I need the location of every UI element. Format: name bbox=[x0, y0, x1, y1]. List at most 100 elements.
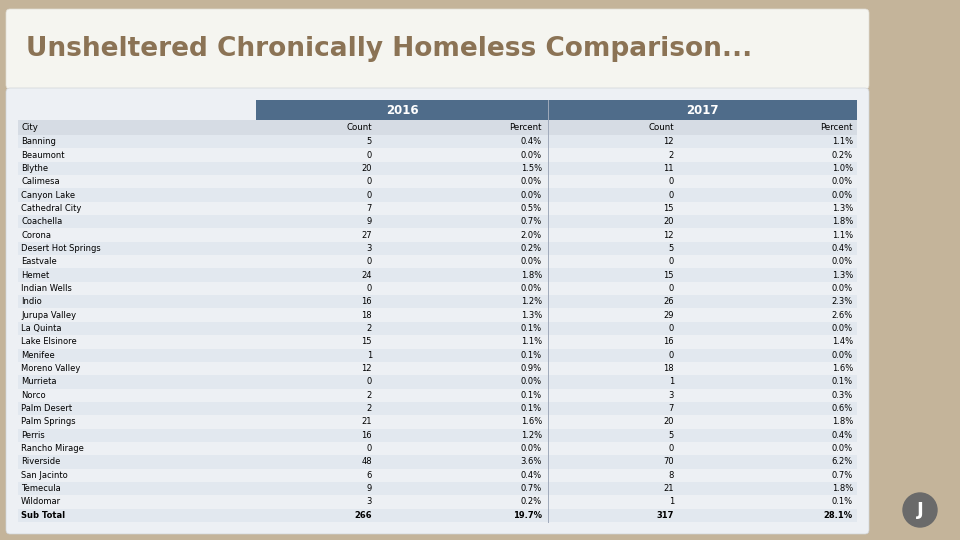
Bar bbox=[18, 255, 857, 268]
Bar bbox=[18, 482, 857, 495]
Text: 2: 2 bbox=[367, 324, 372, 333]
Text: Banning: Banning bbox=[21, 137, 56, 146]
Text: Desert Hot Springs: Desert Hot Springs bbox=[21, 244, 101, 253]
Text: 0: 0 bbox=[367, 257, 372, 266]
Text: 0.0%: 0.0% bbox=[832, 444, 853, 453]
Bar bbox=[18, 295, 857, 308]
Text: Moreno Valley: Moreno Valley bbox=[21, 364, 81, 373]
Text: Count: Count bbox=[648, 123, 674, 132]
Text: 0.5%: 0.5% bbox=[521, 204, 542, 213]
Text: 1.4%: 1.4% bbox=[832, 338, 853, 346]
Text: Eastvale: Eastvale bbox=[21, 257, 57, 266]
Text: 0.0%: 0.0% bbox=[832, 257, 853, 266]
Text: 16: 16 bbox=[361, 298, 372, 306]
Text: Count: Count bbox=[347, 123, 372, 132]
Bar bbox=[18, 175, 857, 188]
Text: 0.1%: 0.1% bbox=[521, 404, 542, 413]
Text: 1.2%: 1.2% bbox=[521, 298, 542, 306]
Text: 0.1%: 0.1% bbox=[521, 324, 542, 333]
Text: Rancho Mirage: Rancho Mirage bbox=[21, 444, 84, 453]
Text: Indian Wells: Indian Wells bbox=[21, 284, 72, 293]
Text: 15: 15 bbox=[362, 338, 372, 346]
Text: Menifee: Menifee bbox=[21, 350, 55, 360]
Bar bbox=[18, 228, 857, 242]
Bar bbox=[18, 442, 857, 455]
Text: 3.6%: 3.6% bbox=[520, 457, 542, 467]
Text: 6.2%: 6.2% bbox=[831, 457, 853, 467]
Bar bbox=[18, 375, 857, 389]
Text: 18: 18 bbox=[663, 364, 674, 373]
Bar bbox=[548, 100, 857, 120]
Bar bbox=[18, 161, 857, 175]
Bar bbox=[256, 100, 548, 120]
Text: 317: 317 bbox=[657, 511, 674, 520]
Text: 1.8%: 1.8% bbox=[831, 217, 853, 226]
Text: 1.8%: 1.8% bbox=[831, 484, 853, 493]
Text: 1.3%: 1.3% bbox=[831, 204, 853, 213]
Text: 9: 9 bbox=[367, 484, 372, 493]
Text: 2.6%: 2.6% bbox=[831, 310, 853, 320]
Text: 0: 0 bbox=[669, 284, 674, 293]
Text: 1.6%: 1.6% bbox=[520, 417, 542, 427]
Text: 2016: 2016 bbox=[386, 104, 419, 117]
Text: San Jacinto: San Jacinto bbox=[21, 471, 68, 480]
Bar bbox=[18, 469, 857, 482]
Text: 0: 0 bbox=[367, 444, 372, 453]
Bar bbox=[18, 242, 857, 255]
Text: 0: 0 bbox=[669, 324, 674, 333]
Bar bbox=[18, 120, 857, 135]
Text: 1.3%: 1.3% bbox=[831, 271, 853, 280]
Text: 48: 48 bbox=[361, 457, 372, 467]
Text: Percent: Percent bbox=[510, 123, 542, 132]
Text: 1: 1 bbox=[669, 377, 674, 387]
Text: 0.0%: 0.0% bbox=[832, 284, 853, 293]
Text: 24: 24 bbox=[362, 271, 372, 280]
Bar bbox=[18, 335, 857, 348]
Text: 15: 15 bbox=[663, 204, 674, 213]
Text: 2.3%: 2.3% bbox=[831, 298, 853, 306]
Text: Percent: Percent bbox=[821, 123, 853, 132]
Text: 12: 12 bbox=[663, 231, 674, 240]
Text: J: J bbox=[917, 501, 924, 519]
Text: 2017: 2017 bbox=[686, 104, 719, 117]
Text: 0.0%: 0.0% bbox=[521, 151, 542, 159]
Bar bbox=[18, 509, 857, 522]
Text: 0.2%: 0.2% bbox=[832, 151, 853, 159]
Bar bbox=[18, 429, 857, 442]
Text: Beaumont: Beaumont bbox=[21, 151, 64, 159]
Text: 9: 9 bbox=[367, 217, 372, 226]
Text: 0.1%: 0.1% bbox=[521, 391, 542, 400]
Text: 70: 70 bbox=[663, 457, 674, 467]
Text: 0.1%: 0.1% bbox=[832, 497, 853, 507]
Text: 5: 5 bbox=[367, 137, 372, 146]
Text: Murrieta: Murrieta bbox=[21, 377, 57, 387]
Text: Palm Springs: Palm Springs bbox=[21, 417, 76, 427]
Text: 21: 21 bbox=[663, 484, 674, 493]
Text: 0: 0 bbox=[669, 350, 674, 360]
Text: 0: 0 bbox=[669, 444, 674, 453]
FancyBboxPatch shape bbox=[6, 88, 869, 534]
Text: 18: 18 bbox=[361, 310, 372, 320]
Text: Indio: Indio bbox=[21, 298, 41, 306]
Bar bbox=[18, 148, 857, 161]
Bar bbox=[18, 362, 857, 375]
Text: 16: 16 bbox=[663, 338, 674, 346]
Text: Hemet: Hemet bbox=[21, 271, 49, 280]
Text: 1: 1 bbox=[669, 497, 674, 507]
Text: 28.1%: 28.1% bbox=[824, 511, 853, 520]
Bar bbox=[18, 188, 857, 202]
Text: 21: 21 bbox=[362, 417, 372, 427]
Text: 0.4%: 0.4% bbox=[832, 244, 853, 253]
Text: La Quinta: La Quinta bbox=[21, 324, 61, 333]
Text: 27: 27 bbox=[361, 231, 372, 240]
Text: Lake Elsinore: Lake Elsinore bbox=[21, 338, 77, 346]
Text: 0.1%: 0.1% bbox=[521, 350, 542, 360]
Bar bbox=[18, 202, 857, 215]
Bar bbox=[18, 135, 857, 148]
Text: 26: 26 bbox=[663, 298, 674, 306]
Text: Temecula: Temecula bbox=[21, 484, 60, 493]
Text: 5: 5 bbox=[669, 244, 674, 253]
Text: 11: 11 bbox=[663, 164, 674, 173]
Text: 0.0%: 0.0% bbox=[521, 284, 542, 293]
Text: 5: 5 bbox=[669, 431, 674, 440]
